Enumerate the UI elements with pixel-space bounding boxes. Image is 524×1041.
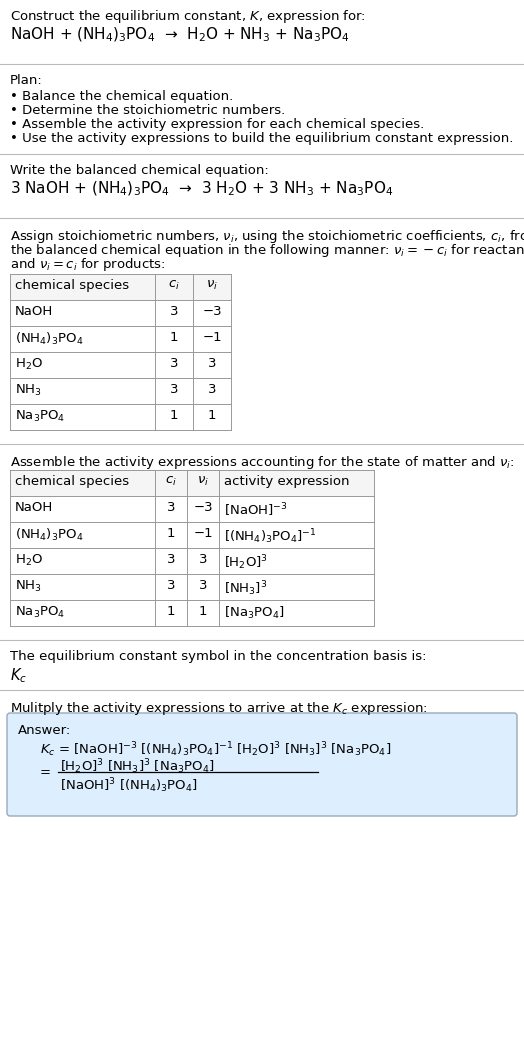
Text: [Na$_3$PO$_4$]: [Na$_3$PO$_4$] bbox=[224, 605, 285, 621]
Text: • Determine the stoichiometric numbers.: • Determine the stoichiometric numbers. bbox=[10, 104, 285, 117]
Text: 1: 1 bbox=[167, 605, 175, 618]
Text: $K_c$: $K_c$ bbox=[10, 666, 27, 685]
Text: 3: 3 bbox=[167, 501, 175, 514]
Text: =: = bbox=[40, 766, 51, 779]
Text: −1: −1 bbox=[193, 527, 213, 540]
Text: 3: 3 bbox=[208, 383, 216, 396]
Text: and $\nu_i = c_i$ for products:: and $\nu_i = c_i$ for products: bbox=[10, 256, 166, 273]
Text: Na$_3$PO$_4$: Na$_3$PO$_4$ bbox=[15, 409, 66, 424]
Text: NH$_3$: NH$_3$ bbox=[15, 579, 41, 594]
Text: H$_2$O: H$_2$O bbox=[15, 357, 43, 372]
Text: 3: 3 bbox=[199, 579, 208, 592]
Text: The equilibrium constant symbol in the concentration basis is:: The equilibrium constant symbol in the c… bbox=[10, 650, 427, 663]
Text: Answer:: Answer: bbox=[18, 723, 71, 737]
Text: 1: 1 bbox=[208, 409, 216, 422]
Text: NaOH: NaOH bbox=[15, 305, 53, 318]
Text: 3: 3 bbox=[170, 383, 178, 396]
Text: 3: 3 bbox=[170, 305, 178, 318]
Text: chemical species: chemical species bbox=[15, 475, 129, 488]
Text: 3: 3 bbox=[170, 357, 178, 370]
Text: (NH$_4$)$_3$PO$_4$: (NH$_4$)$_3$PO$_4$ bbox=[15, 331, 83, 347]
Text: NaOH: NaOH bbox=[15, 501, 53, 514]
Text: −3: −3 bbox=[202, 305, 222, 318]
Text: $c_i$: $c_i$ bbox=[165, 475, 177, 488]
Text: 3 NaOH + (NH$_4$)$_3$PO$_4$  →  3 H$_2$O + 3 NH$_3$ + Na$_3$PO$_4$: 3 NaOH + (NH$_4$)$_3$PO$_4$ → 3 H$_2$O +… bbox=[10, 180, 394, 199]
FancyBboxPatch shape bbox=[7, 713, 517, 816]
Text: $K_c$ = [NaOH]$^{-3}$ [(NH$_4$)$_3$PO$_4$]$^{-1}$ [H$_2$O]$^3$ [NH$_3$]$^3$ [Na$: $K_c$ = [NaOH]$^{-3}$ [(NH$_4$)$_3$PO$_4… bbox=[40, 740, 391, 759]
Text: 1: 1 bbox=[199, 605, 208, 618]
Text: (NH$_4$)$_3$PO$_4$: (NH$_4$)$_3$PO$_4$ bbox=[15, 527, 83, 543]
Text: $\nu_i$: $\nu_i$ bbox=[197, 475, 209, 488]
Text: [H$_2$O]$^3$ [NH$_3$]$^3$ [Na$_3$PO$_4$]: [H$_2$O]$^3$ [NH$_3$]$^3$ [Na$_3$PO$_4$] bbox=[60, 757, 214, 776]
Text: 1: 1 bbox=[170, 331, 178, 344]
Bar bbox=[10, 469, 374, 496]
Text: Na$_3$PO$_4$: Na$_3$PO$_4$ bbox=[15, 605, 66, 620]
Text: −3: −3 bbox=[193, 501, 213, 514]
Text: 3: 3 bbox=[167, 553, 175, 566]
Text: [NaOH]$^3$ [(NH$_4$)$_3$PO$_4$]: [NaOH]$^3$ [(NH$_4$)$_3$PO$_4$] bbox=[60, 776, 198, 794]
Text: 3: 3 bbox=[208, 357, 216, 370]
Text: −1: −1 bbox=[202, 331, 222, 344]
Text: $\nu_i$: $\nu_i$ bbox=[206, 279, 218, 293]
Text: • Assemble the activity expression for each chemical species.: • Assemble the activity expression for e… bbox=[10, 118, 424, 131]
Bar bbox=[10, 274, 231, 300]
Text: chemical species: chemical species bbox=[15, 279, 129, 291]
Text: Assign stoichiometric numbers, $\nu_i$, using the stoichiometric coefficients, $: Assign stoichiometric numbers, $\nu_i$, … bbox=[10, 228, 524, 245]
Text: Assemble the activity expressions accounting for the state of matter and $\nu_i$: Assemble the activity expressions accoun… bbox=[10, 454, 515, 471]
Text: Plan:: Plan: bbox=[10, 74, 43, 87]
Text: activity expression: activity expression bbox=[224, 475, 350, 488]
Text: [H$_2$O]$^3$: [H$_2$O]$^3$ bbox=[224, 553, 268, 572]
Text: 3: 3 bbox=[199, 553, 208, 566]
Text: the balanced chemical equation in the following manner: $\nu_i = -c_i$ for react: the balanced chemical equation in the fo… bbox=[10, 242, 524, 259]
Text: [NaOH]$^{-3}$: [NaOH]$^{-3}$ bbox=[224, 501, 288, 518]
Text: $c_i$: $c_i$ bbox=[168, 279, 180, 293]
Text: H$_2$O: H$_2$O bbox=[15, 553, 43, 568]
Text: Construct the equilibrium constant, $K$, expression for:: Construct the equilibrium constant, $K$,… bbox=[10, 8, 366, 25]
Text: [(NH$_4$)$_3$PO$_4$]$^{-1}$: [(NH$_4$)$_3$PO$_4$]$^{-1}$ bbox=[224, 527, 316, 545]
Text: • Balance the chemical equation.: • Balance the chemical equation. bbox=[10, 90, 233, 103]
Text: NH$_3$: NH$_3$ bbox=[15, 383, 41, 398]
Text: Mulitply the activity expressions to arrive at the $K_c$ expression:: Mulitply the activity expressions to arr… bbox=[10, 700, 428, 717]
Text: NaOH + (NH$_4$)$_3$PO$_4$  →  H$_2$O + NH$_3$ + Na$_3$PO$_4$: NaOH + (NH$_4$)$_3$PO$_4$ → H$_2$O + NH$… bbox=[10, 26, 350, 45]
Text: Write the balanced chemical equation:: Write the balanced chemical equation: bbox=[10, 164, 269, 177]
Text: • Use the activity expressions to build the equilibrium constant expression.: • Use the activity expressions to build … bbox=[10, 132, 514, 145]
Text: 1: 1 bbox=[170, 409, 178, 422]
Text: [NH$_3$]$^3$: [NH$_3$]$^3$ bbox=[224, 579, 267, 598]
Text: 3: 3 bbox=[167, 579, 175, 592]
Text: 1: 1 bbox=[167, 527, 175, 540]
